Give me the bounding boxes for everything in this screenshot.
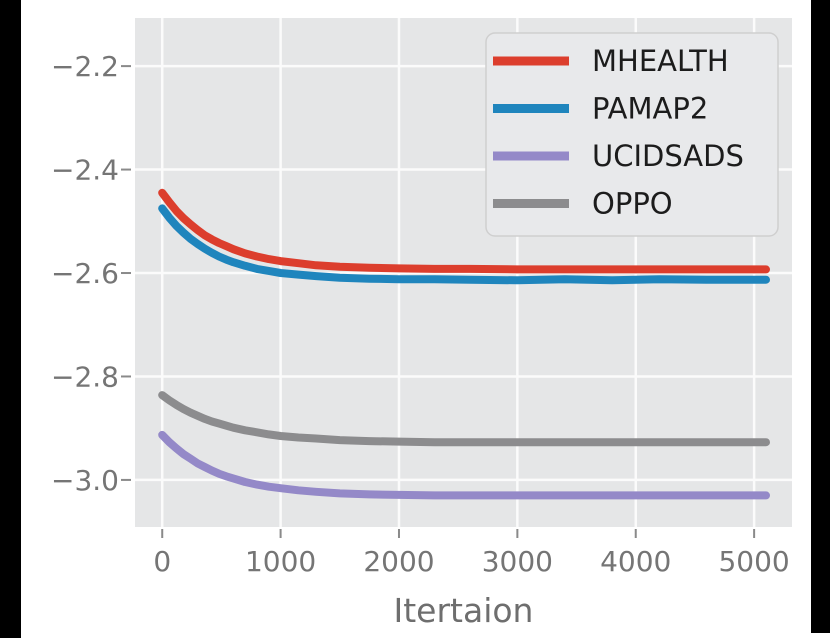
series-line-mhealth bbox=[158, 188, 770, 274]
legend-label-oppo: OPPO bbox=[592, 187, 673, 221]
legend-label-pamap2: PAMAP2 bbox=[592, 92, 708, 126]
x-tick-label: 2000 bbox=[363, 545, 434, 578]
legend-label-ucidsads: UCIDSADS bbox=[592, 139, 744, 173]
y-tick-label: −2.8 bbox=[51, 360, 119, 393]
series-line-pamap2 bbox=[158, 204, 770, 285]
x-tick-label: 1000 bbox=[245, 545, 316, 578]
left-black-bar bbox=[0, 0, 21, 638]
right-black-bar bbox=[811, 0, 830, 633]
series-line-oppo bbox=[158, 391, 770, 447]
x-tick-label: 5000 bbox=[718, 545, 789, 578]
legend-label-mhealth: MHEALTH bbox=[592, 44, 729, 78]
x-axis-label: Itertaion bbox=[394, 591, 534, 630]
y-tick-label: −2.6 bbox=[51, 257, 119, 290]
y-tick-label: −3.0 bbox=[51, 464, 119, 497]
y-tick-label: −2.4 bbox=[51, 154, 119, 187]
y-tick-label: −2.2 bbox=[51, 50, 119, 83]
legend: MHEALTH PAMAP2 UCIDSADS OPPO bbox=[485, 32, 779, 237]
x-tick-label: 4000 bbox=[600, 545, 671, 578]
series-line-ucidsads bbox=[158, 430, 770, 500]
x-tick-label: 0 bbox=[153, 545, 171, 578]
tick-marks bbox=[121, 65, 756, 538]
x-tick-label: 3000 bbox=[482, 545, 553, 578]
x-tick-labels: 0 1000 2000 3000 4000 5000 bbox=[153, 545, 789, 578]
y-tick-labels: −2.2 −2.4 −2.6 −2.8 −3.0 bbox=[51, 50, 119, 497]
legend-box bbox=[485, 32, 779, 237]
